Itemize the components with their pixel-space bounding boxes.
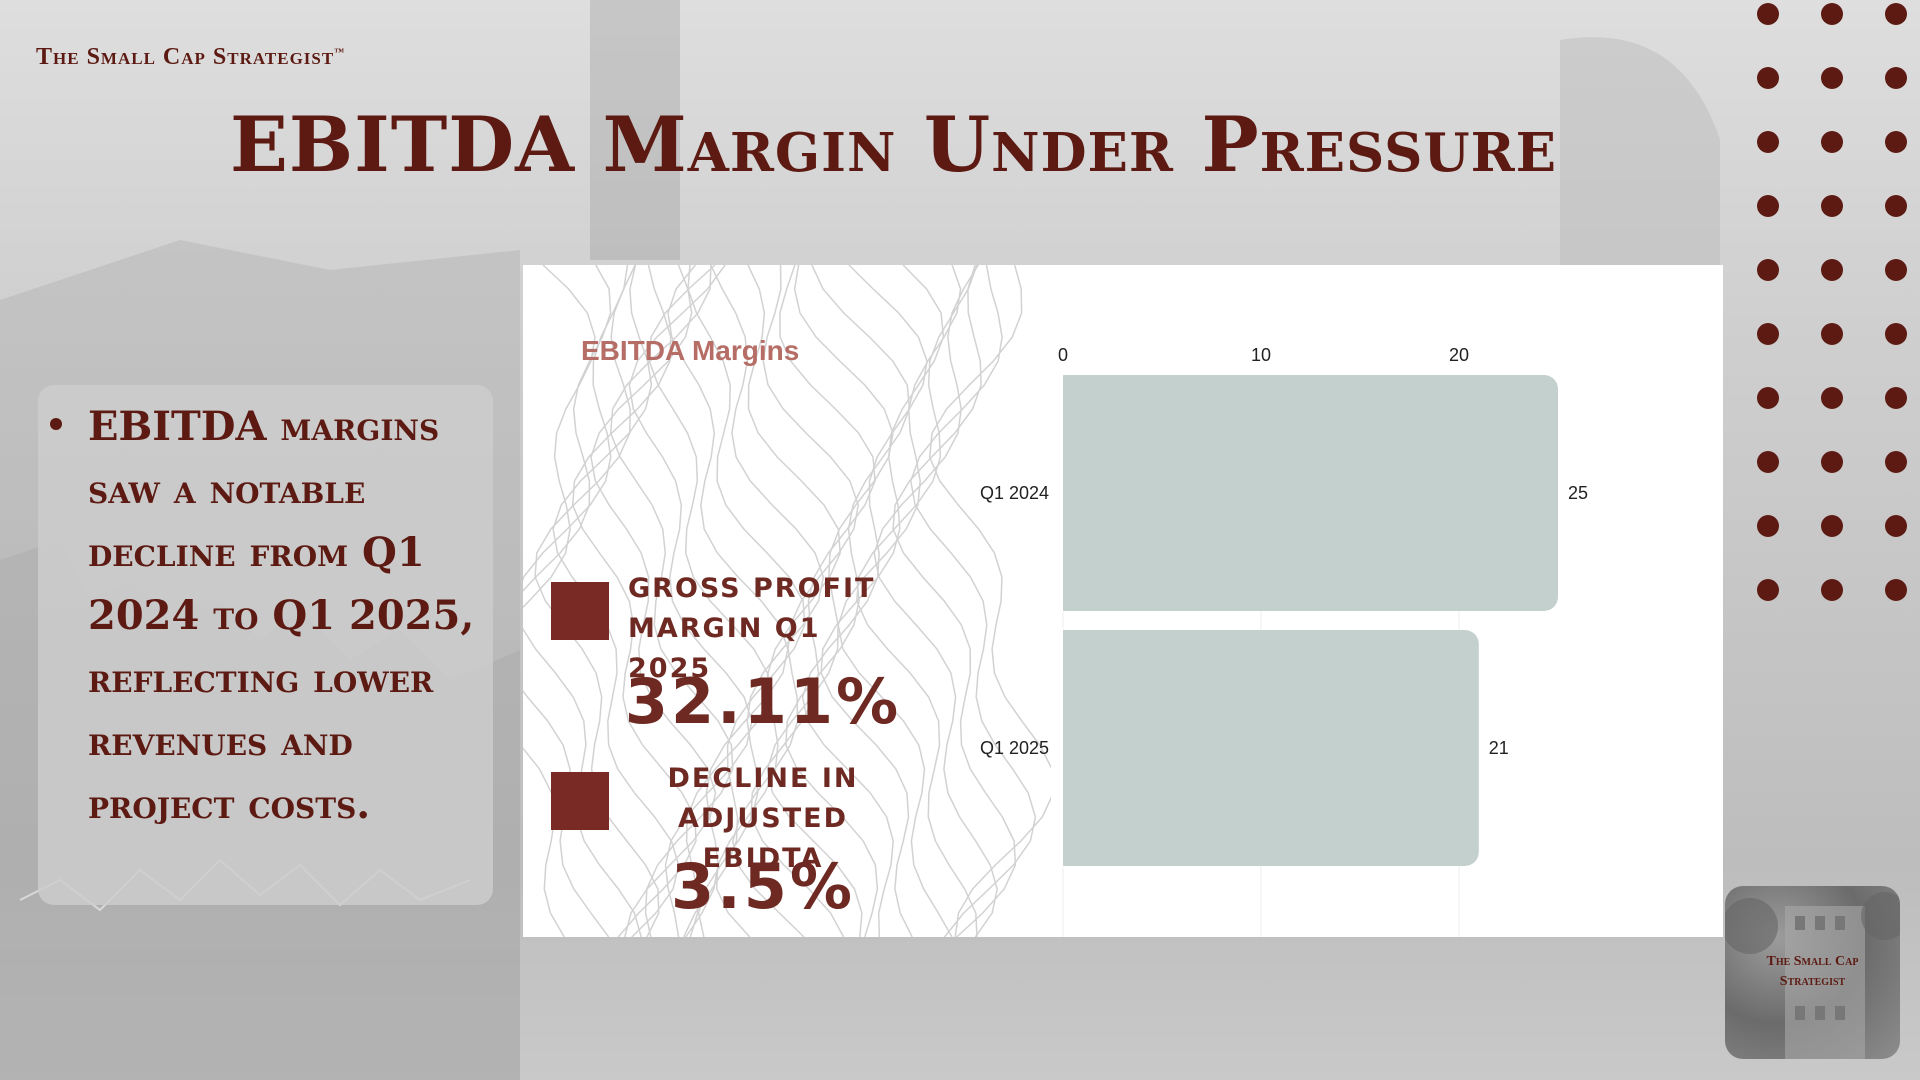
decorative-dot	[1821, 387, 1843, 409]
decorative-dot	[1757, 131, 1779, 153]
decorative-dot	[1821, 3, 1843, 25]
contour-line	[873, 265, 998, 937]
decorative-dot	[1821, 515, 1843, 537]
contour-line	[628, 265, 753, 937]
bar-axis-mask	[1051, 628, 1063, 868]
x-tick-label: 0	[1058, 345, 1068, 365]
kpi-label-gross-profit: GROSS PROFIT MARGIN Q1 2025	[628, 569, 908, 689]
decorative-dot	[1757, 3, 1779, 25]
decorative-dot	[1757, 387, 1779, 409]
decorative-dot	[1885, 515, 1907, 537]
chart-panel: EBITDA Margins GROSS PROFIT MARGIN Q1 20…	[523, 265, 1723, 937]
kpi-label-line1: GROSS PROFIT	[628, 573, 876, 604]
kpi-square-ebitda-decline	[551, 772, 609, 830]
decorative-dot	[1885, 259, 1907, 281]
bar-axis-mask	[1051, 373, 1063, 613]
kpi-label-line2: ADJUSTED EBIDTA	[678, 803, 848, 874]
decorative-dot	[1885, 195, 1907, 217]
category-label: Q1 2025	[980, 738, 1049, 758]
contour-line	[609, 265, 734, 937]
contour-line	[571, 265, 697, 937]
x-tick-label: 20	[1449, 345, 1469, 365]
contour-line	[590, 265, 717, 937]
building-illustration	[1725, 892, 1900, 1059]
brand-text: The Small Cap Strategist	[36, 44, 335, 70]
decorative-dot	[1885, 131, 1907, 153]
decorative-dot-grid	[1740, 0, 1920, 601]
decorative-dot	[1821, 67, 1843, 89]
decorative-dot	[1885, 579, 1907, 601]
kpi-label-line1: DECLINE IN	[667, 763, 859, 794]
decorative-dot	[1757, 323, 1779, 345]
kpi-label-line2: MARGIN Q1 2025	[628, 613, 821, 684]
kpi-value-ebitda-decline: 3.5%	[671, 850, 855, 923]
bar	[1051, 630, 1479, 866]
category-label: Q1 2024	[980, 483, 1049, 503]
decorative-dot	[1885, 67, 1907, 89]
decorative-dot	[1821, 323, 1843, 345]
decorative-dot	[1885, 451, 1907, 473]
decorative-dot	[1757, 67, 1779, 89]
contour-line	[750, 265, 876, 937]
kpi-label-ebitda-decline: DECLINE IN ADJUSTED EBIDTA	[613, 759, 913, 879]
contour-line	[697, 265, 825, 937]
data-label: 25	[1568, 483, 1588, 503]
brand-name: The Small Cap Strategist™	[36, 44, 345, 71]
bar-chart: 0 10 20 Q1 2024 25 Q1 2025 21	[980, 345, 1588, 937]
x-tick-label: 10	[1251, 345, 1271, 365]
decorative-dot	[1757, 195, 1779, 217]
decorative-dot	[1821, 131, 1843, 153]
corner-logo-line1: The Small Cap	[1766, 954, 1859, 969]
corner-logo: The Small Cap Strategist	[1725, 886, 1900, 1059]
contour-line	[910, 265, 1037, 937]
contour-line	[766, 265, 894, 937]
bar	[1051, 375, 1558, 611]
decorative-dot	[1757, 451, 1779, 473]
contour-line	[732, 265, 860, 937]
kpi-square-gross-profit	[551, 582, 609, 640]
decorative-dot	[1885, 323, 1907, 345]
page-title: EBITDA Margin Under Pressure	[230, 100, 1558, 189]
decorative-dot	[1885, 3, 1907, 25]
decorative-dot	[1821, 451, 1843, 473]
kpi-value-gross-profit: 32.11%	[624, 665, 902, 738]
contour-line	[892, 265, 1017, 937]
decorative-dot	[1821, 195, 1843, 217]
contour-line	[928, 265, 1055, 937]
contour-line	[715, 265, 841, 937]
decorative-dot	[1757, 259, 1779, 281]
contour-line	[785, 265, 911, 937]
trademark-mark: ™	[334, 47, 346, 58]
decorative-dot	[1885, 387, 1907, 409]
decorative-dot	[1821, 579, 1843, 601]
contour-line	[534, 265, 660, 937]
contour-line	[667, 265, 789, 937]
data-label: 21	[1489, 738, 1509, 758]
contour-line	[856, 265, 978, 937]
decorative-dot	[1821, 259, 1843, 281]
corner-logo-line2: Strategist	[1779, 974, 1846, 989]
bullet-text: EBITDA margins saw a notable decline fro…	[88, 403, 475, 828]
contour-line	[837, 265, 962, 937]
corner-logo-text: The Small Cap Strategist	[1725, 952, 1900, 992]
chart-title: EBITDA Margins	[581, 335, 800, 366]
decorative-dot	[1757, 579, 1779, 601]
decorative-dot	[1757, 515, 1779, 537]
bullet-marker	[50, 418, 62, 430]
bullet-panel	[38, 385, 493, 905]
contour-line	[648, 265, 770, 937]
